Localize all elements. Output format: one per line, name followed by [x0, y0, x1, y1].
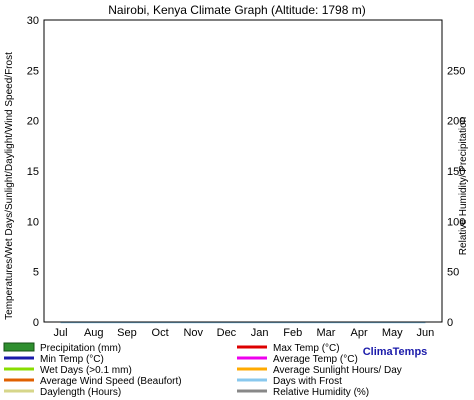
x-tick-label: Jan: [251, 327, 269, 339]
left-tick-label: 5: [33, 267, 39, 279]
left-axis-label: Temperatures/Wet Days/Sunlight/Daylight/…: [4, 52, 15, 320]
left-tick-label: 20: [27, 116, 39, 128]
left-tick-label: 30: [27, 15, 39, 27]
left-tick-label: 10: [27, 216, 39, 228]
right-axis-label: Relative Humidity/ Precipitation: [458, 117, 469, 255]
axes: 0 5 10 15 20 25 30 0 50 100 150 200 250 Jul Aug Sep Oct N…: [27, 15, 466, 339]
left-tick-label: 15: [27, 166, 39, 178]
legend-label-daylight: Daylength (Hours): [40, 387, 121, 398]
legend: Precipitation (mm) Max Temp (°C) Min Temp …: [3, 342, 402, 398]
right-tick-label: 200: [447, 116, 465, 128]
x-tick-label: Feb: [283, 327, 302, 339]
x-tick-label: Nov: [183, 327, 203, 339]
legend-label-wet: Wet Days (>0.1 mm): [40, 365, 132, 376]
x-tick-label: Sep: [117, 327, 137, 339]
left-tick-label: 0: [33, 317, 39, 329]
legend-label-precip: Precipitation (mm): [40, 343, 121, 354]
x-tick-label: Jul: [54, 327, 68, 339]
chart-title: Nairobi, Kenya Climate Graph (Altitude: …: [108, 3, 365, 17]
legend-label-wind: Average Wind Speed (Beaufort): [40, 376, 182, 387]
right-tick-label: 250: [447, 65, 465, 77]
left-tick-label: 25: [27, 65, 39, 77]
right-tick-label: 50: [447, 267, 459, 279]
x-tick-label: May: [382, 327, 403, 339]
x-tick-label: Apr: [351, 327, 368, 339]
x-tick-label: Oct: [152, 327, 169, 339]
x-tick-label: Mar: [316, 327, 335, 339]
legend-label-sun: Average Sunlight Hours/ Day: [273, 365, 402, 376]
x-tick-label: Jun: [417, 327, 435, 339]
legend-label-tmin: Min Temp (°C): [40, 354, 104, 365]
plot-frame: [43, 19, 443, 323]
right-tick-label: 0: [447, 317, 453, 329]
legend-label-tmax: Max Temp (°C): [273, 343, 340, 354]
legend-label-rh: Relative Humidity (%): [273, 387, 369, 398]
x-tick-label: Dec: [217, 327, 237, 339]
watermark: ClimaTemps: [363, 346, 428, 358]
right-tick-label: 100: [447, 216, 465, 228]
legend-label-frost: Days with Frost: [273, 376, 342, 387]
legend-label-tavg: Average Temp (°C): [273, 354, 358, 365]
right-tick-label: 150: [447, 166, 465, 178]
x-tick-label: Aug: [84, 327, 104, 339]
legend-swatch-precip: [3, 342, 35, 352]
